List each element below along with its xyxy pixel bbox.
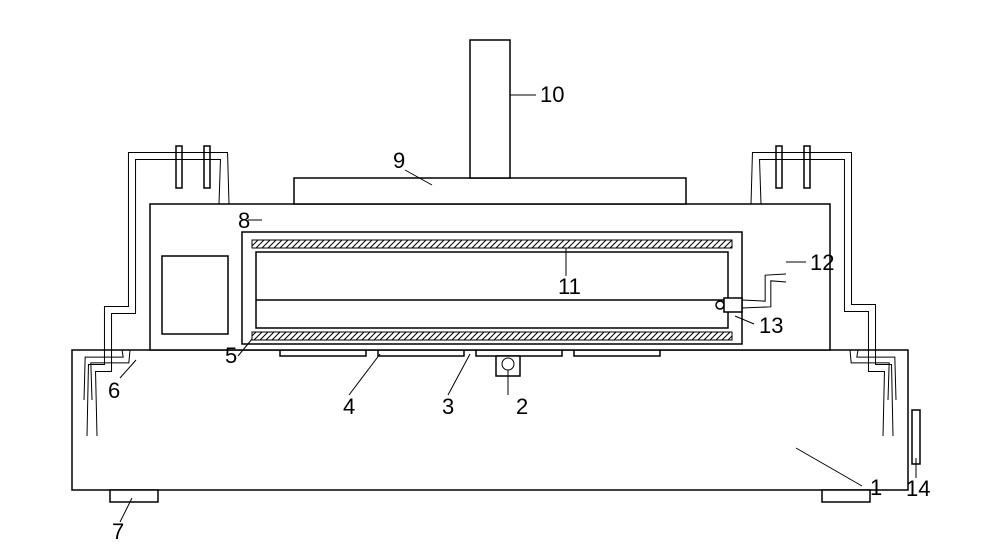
shapes-layer	[72, 40, 920, 502]
label-10: 10	[540, 82, 564, 107]
foot-left-7	[110, 490, 158, 502]
cavity	[256, 252, 728, 328]
slot-3	[574, 350, 660, 356]
label-3: 3	[442, 394, 454, 419]
label-7: 7	[112, 519, 124, 544]
rod-14	[912, 410, 920, 464]
label-9: 9	[393, 148, 405, 173]
label-5: 5	[225, 343, 237, 368]
base-1	[72, 350, 908, 490]
label-4: 4	[343, 394, 355, 419]
label-2: 2	[516, 394, 528, 419]
slot-1	[378, 350, 464, 356]
slot-2	[476, 350, 562, 356]
port13-nozzle	[724, 298, 742, 312]
label-12: 12	[810, 250, 834, 275]
foot-right	[822, 490, 870, 502]
liner-top-11	[252, 240, 732, 248]
label-11: 11	[558, 274, 581, 299]
slot-0	[280, 350, 366, 356]
port13-knob	[716, 301, 724, 309]
left-block	[162, 256, 228, 334]
plate-9	[294, 178, 686, 204]
label-14: 14	[906, 476, 930, 501]
label-13: 13	[759, 313, 783, 338]
label-8: 8	[238, 208, 250, 233]
diagram-canvas: 1234567891011121314	[0, 0, 1000, 548]
label-1: 1	[870, 475, 882, 500]
liner-bottom-5	[252, 332, 732, 340]
label-6: 6	[108, 378, 120, 403]
column-10	[470, 40, 510, 178]
